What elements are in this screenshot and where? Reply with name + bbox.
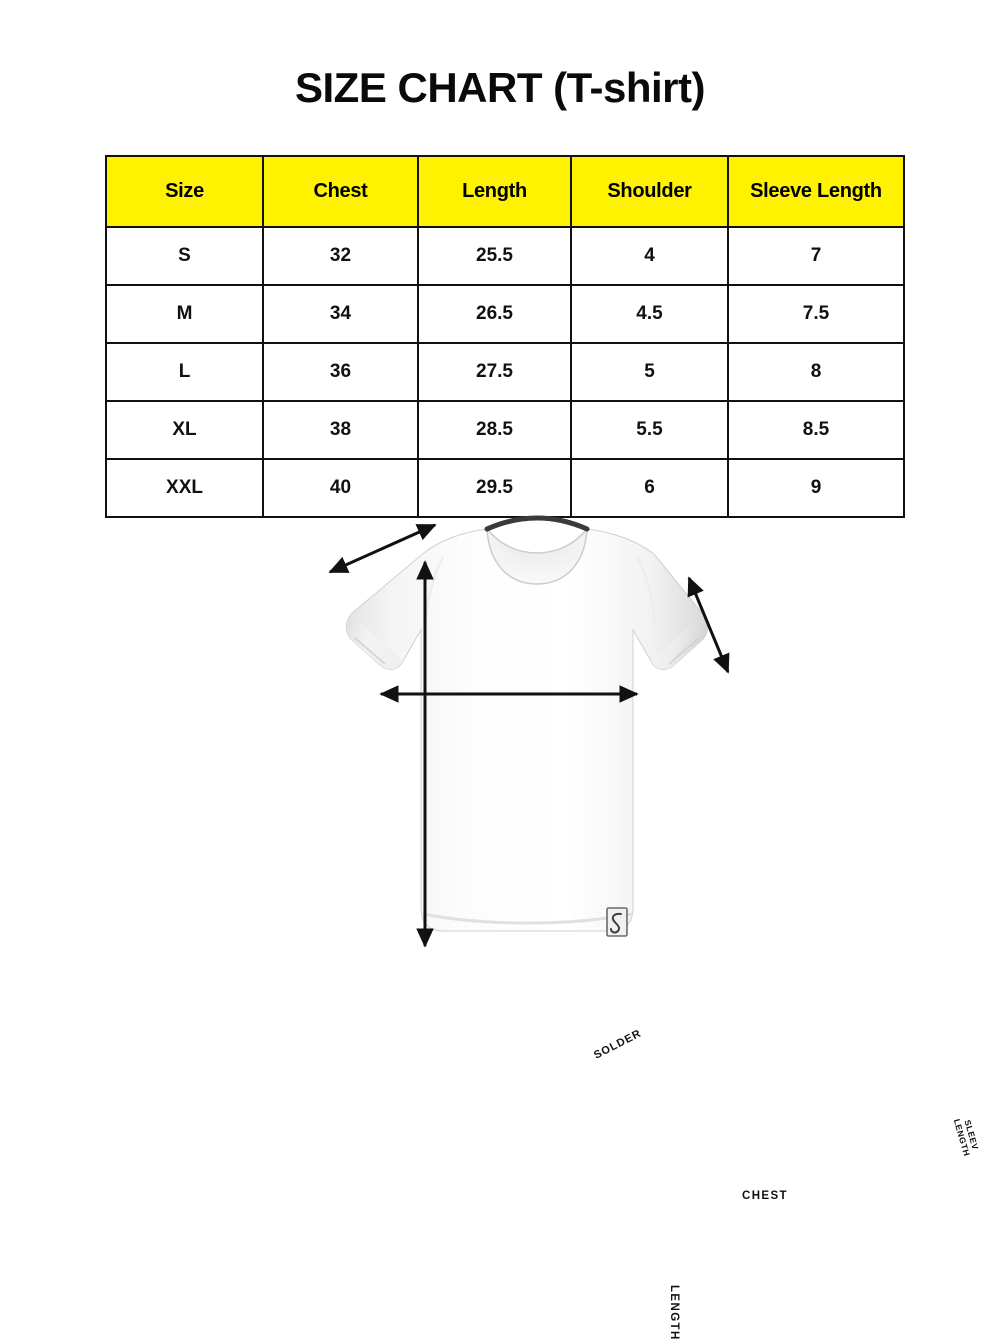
brand-tag-icon [606,907,628,937]
shoulder-measure-arrow [328,523,437,574]
tshirt-illustration [328,515,730,948]
cell-sleeve: 8.5 [727,400,905,460]
cell-shoulder: 4.5 [570,284,729,344]
cell-shoulder: 6 [570,458,729,518]
cell-chest: 32 [262,226,419,286]
cell-size: L [105,342,264,402]
cell-length: 26.5 [417,284,572,344]
column-header-sleeve-length: Sleeve Length [727,155,905,228]
cell-chest: 34 [262,284,419,344]
cell-chest: 40 [262,458,419,518]
page-title: SIZE CHART (T-shirt) [295,64,705,111]
sleeve-length-measure-label: SLEEV LENGTH [952,1115,982,1158]
cell-size: XL [105,400,264,460]
column-header-size: Size [105,155,264,228]
table-row: M 34 26.5 4.5 7.5 [105,284,905,344]
column-header-chest: Chest [262,155,419,228]
sleeve-length-measure-arrow [687,576,730,674]
shoulder-measure-label: SOLDER [592,1027,644,1062]
shirt-collar [484,515,590,585]
cell-sleeve: 8 [727,342,905,402]
cell-length: 27.5 [417,342,572,402]
table-row: L 36 27.5 5 8 [105,342,905,402]
cell-length: 29.5 [417,458,572,518]
cell-sleeve: 7 [727,226,905,286]
cell-length: 25.5 [417,226,572,286]
size-chart-table-container: Size Chest Length Shoulder Sleeve Length… [105,155,905,518]
cell-size: XXL [105,458,264,518]
column-header-shoulder: Shoulder [570,155,729,228]
cell-size: M [105,284,264,344]
table-row: S 32 25.5 4 7 [105,226,905,286]
cell-sleeve: 9 [727,458,905,518]
cell-shoulder: 5 [570,342,729,402]
chest-measure-label: CHEST [742,1190,788,1202]
tshirt-measurement-diagram: SOLDER CHEST LENGTH SLEEV LENGTH [255,510,981,1341]
cell-chest: 36 [262,342,419,402]
cell-shoulder: 4 [570,226,729,286]
cell-size: S [105,226,264,286]
table-row: XL 38 28.5 5.5 8.5 [105,400,905,460]
cell-chest: 38 [262,400,419,460]
size-chart-table: Size Chest Length Shoulder Sleeve Length… [105,155,905,518]
length-measure-label: LENGTH [668,1285,680,1341]
shirt-body-shape [345,528,709,932]
cell-shoulder: 5.5 [570,400,729,460]
cell-length: 28.5 [417,400,572,460]
table-row: XXL 40 29.5 6 9 [105,458,905,518]
cell-sleeve: 7.5 [727,284,905,344]
table-header-row: Size Chest Length Shoulder Sleeve Length [105,155,905,228]
column-header-length: Length [417,155,572,228]
